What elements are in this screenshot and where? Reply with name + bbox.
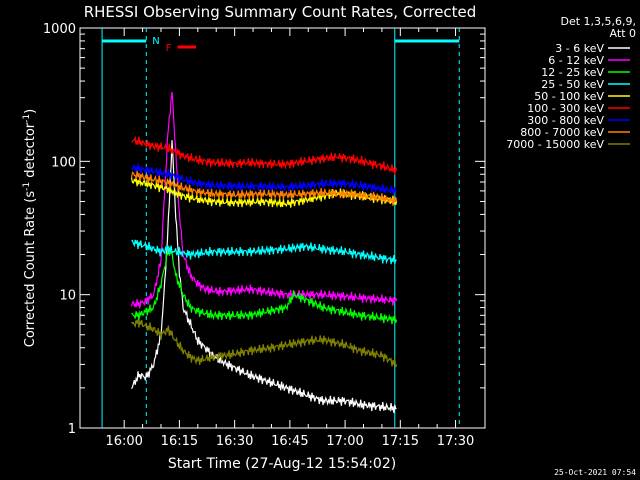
night-flag-label: N bbox=[152, 36, 159, 47]
series-line bbox=[130, 91, 398, 309]
series-line bbox=[130, 163, 397, 196]
x-tick-label: 17:30 bbox=[437, 434, 474, 449]
series-line bbox=[131, 239, 397, 265]
axes-layer: 16:00 16:15 16:30 16:45 17:00 17:15 17:30 1 10 10… bbox=[43, 22, 485, 449]
series-line bbox=[131, 135, 398, 175]
series-line bbox=[130, 170, 398, 206]
series-line bbox=[131, 245, 398, 325]
legend-label: 12 - 25 keV bbox=[541, 66, 604, 79]
plot-area: FN 16:00 16:15 16:30 16:45 17:00 17:15 17:3011… bbox=[43, 22, 486, 449]
series-line bbox=[131, 319, 398, 368]
series-line bbox=[130, 140, 397, 414]
legend-label: 7000 - 15000 keV bbox=[506, 138, 604, 151]
x-tick-label: 17:00 bbox=[326, 434, 363, 449]
y-tick-label: 100 bbox=[51, 155, 76, 170]
series-layer bbox=[130, 91, 398, 414]
x-tick-label: 16:30 bbox=[216, 434, 253, 449]
y-tick-label: 1000 bbox=[43, 22, 76, 37]
legend-label: 100 - 300 keV bbox=[527, 102, 604, 115]
legend-label: 25 - 50 keV bbox=[541, 78, 604, 91]
plot-frame bbox=[79, 27, 486, 429]
y-tick-label: 10 bbox=[59, 289, 76, 304]
x-tick-label: 16:15 bbox=[161, 434, 198, 449]
legend-label: 3 - 6 keV bbox=[555, 42, 604, 55]
legend-header: Det 1,3,5,6,9, bbox=[560, 15, 636, 28]
legend-label: 800 - 7000 keV bbox=[520, 126, 604, 139]
flare-flag-label: F bbox=[166, 43, 172, 54]
legend-header: Att 0 bbox=[610, 27, 636, 40]
x-tick-label: 16:00 bbox=[105, 434, 142, 449]
y-axis-label: Corrected Count Rate (s-1 detector-1) bbox=[22, 109, 38, 347]
x-axis-label: Start Time (27-Aug-12 15:54:02) bbox=[168, 456, 396, 472]
chart-title: RHESSI Observing Summary Count Rates, Co… bbox=[84, 3, 477, 21]
legend-label: 50 - 100 keV bbox=[534, 90, 604, 103]
x-tick-label: 17:15 bbox=[382, 434, 419, 449]
legend-label: 6 - 12 keV bbox=[548, 54, 604, 67]
x-tick-label: 16:45 bbox=[271, 434, 308, 449]
y-tick-label: 1 bbox=[68, 422, 76, 437]
footer-date: 25-Oct-2021 07:54 bbox=[554, 468, 636, 477]
series-line bbox=[130, 177, 398, 208]
legend-label: 300 - 800 keV bbox=[527, 114, 604, 127]
